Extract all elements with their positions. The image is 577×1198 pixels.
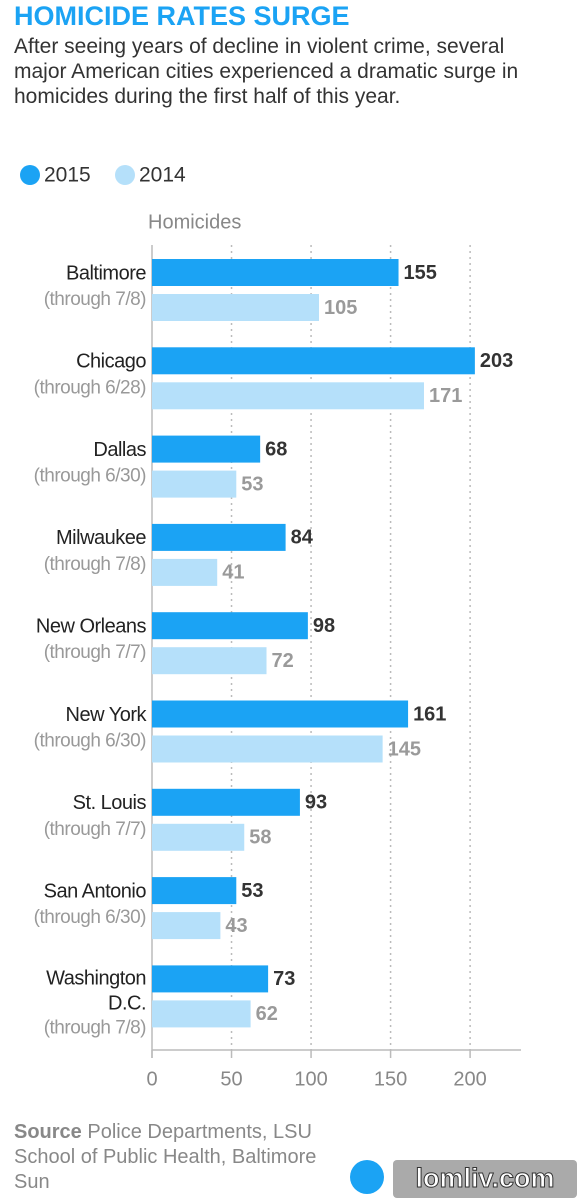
value-label: 105 — [324, 297, 357, 319]
bar — [152, 735, 383, 763]
category-note: (through 6/30) — [34, 907, 147, 928]
category-note: (through 7/7) — [44, 819, 146, 840]
category-label-line: Washington — [46, 968, 146, 990]
legend-label: 2014 — [139, 164, 186, 187]
value-label: 161 — [413, 703, 446, 725]
category-note: (through 6/28) — [34, 377, 147, 398]
category-label-line: D.C. — [108, 993, 146, 1015]
category-note: (through 6/30) — [34, 731, 147, 752]
value-label: 53 — [241, 473, 263, 495]
value-label: 84 — [291, 527, 314, 549]
bar — [152, 612, 308, 640]
value-label: 53 — [241, 880, 263, 902]
x-tick-label: 50 — [220, 1068, 242, 1090]
category-label: San Antonio — [44, 880, 147, 902]
bar — [152, 435, 261, 463]
category-label: New York — [66, 704, 148, 726]
bar — [152, 382, 424, 410]
x-axis-label: Homicides — [148, 211, 241, 233]
value-label: 73 — [273, 968, 295, 990]
legend-swatch — [20, 165, 40, 185]
footer: Source Police Departments, LSU School of… — [14, 1120, 334, 1195]
category-label: Dallas — [93, 439, 146, 461]
x-tick-label: 100 — [294, 1068, 327, 1090]
bar — [152, 647, 267, 675]
category-note: (through 7/8) — [44, 554, 146, 575]
watermark-bg — [393, 1160, 577, 1198]
value-label: 72 — [272, 650, 294, 672]
value-label: 171 — [429, 385, 462, 407]
value-label: 58 — [249, 827, 271, 849]
value-label: 98 — [313, 615, 335, 637]
bar — [152, 965, 269, 993]
source-label: Source — [14, 1121, 82, 1143]
logo — [350, 1160, 384, 1194]
value-label: 93 — [305, 792, 327, 814]
x-tick-label: 150 — [374, 1068, 407, 1090]
source-text: Police Departments, LSU School of Public… — [14, 1121, 317, 1193]
bar — [152, 877, 237, 905]
category-note: (through 7/8) — [44, 289, 146, 310]
category-label: Washington D.C. — [46, 968, 146, 1015]
header: HOMICIDE RATES SURGE After seeing years … — [14, 0, 534, 109]
title: HOMICIDE RATES SURGE — [14, 1, 350, 31]
category-label: Milwaukee — [56, 527, 146, 549]
category-note: (through 7/7) — [44, 642, 146, 663]
watermark: lomliv.com — [415, 1163, 554, 1193]
bar — [152, 1000, 251, 1028]
category-note: (through 7/8) — [44, 1017, 146, 1038]
value-label: 155 — [404, 262, 437, 284]
bar — [152, 470, 237, 498]
bar — [152, 912, 221, 940]
subtitle: After seeing years of decline in violent… — [14, 35, 519, 108]
category-label: Chicago — [76, 351, 146, 373]
bar — [152, 347, 475, 375]
value-label: 62 — [256, 1003, 278, 1025]
bar — [152, 700, 409, 728]
value-label: 145 — [388, 738, 421, 760]
value-label: 68 — [265, 438, 287, 460]
legend-swatch — [115, 165, 135, 185]
value-label: 203 — [480, 350, 513, 372]
category-label: Baltimore — [66, 262, 146, 284]
x-tick-label: 0 — [146, 1068, 157, 1090]
bar — [152, 558, 218, 586]
category-label: St. Louis — [73, 792, 147, 814]
bar — [152, 523, 286, 551]
value-label: 41 — [222, 562, 244, 584]
bar — [152, 259, 399, 286]
value-label: 43 — [225, 915, 247, 937]
bar — [152, 823, 245, 851]
category-note: (through 6/30) — [34, 466, 147, 487]
bar — [152, 294, 320, 321]
legend-label: 2015 — [44, 164, 91, 187]
category-label: New Orleans — [36, 615, 147, 637]
x-tick-label: 200 — [453, 1068, 486, 1090]
bar — [152, 788, 300, 816]
